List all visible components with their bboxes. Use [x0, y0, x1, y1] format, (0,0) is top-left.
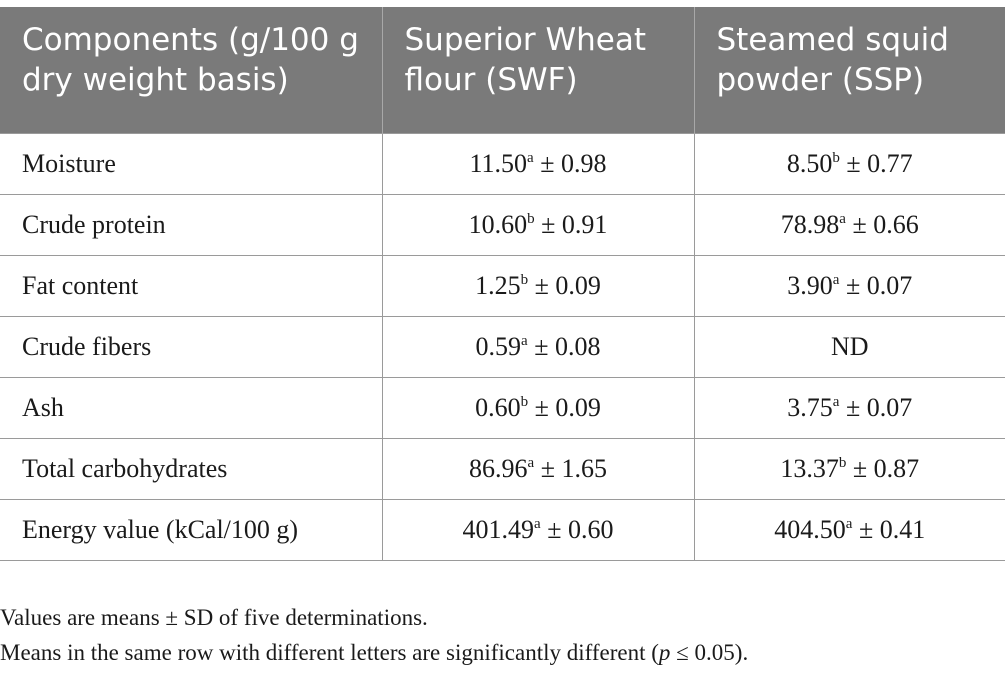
ssp-value: ND	[830, 331, 869, 361]
ssp-significance-letter: b	[838, 454, 847, 471]
ssp-significance-letter: a	[845, 515, 853, 532]
swf-cell: 11.50a ± 0.98	[381, 132, 694, 194]
footnote-means: Values are means ± SD of five determinat…	[0, 605, 428, 630]
swf-sd: ± 0.98	[540, 148, 607, 178]
ssp-sd: ± 0.07	[845, 392, 913, 422]
ssp-cell: 13.37b ± 0.87	[693, 437, 1005, 499]
ssp-value: 3.75	[787, 392, 833, 422]
swf-sd: ± 0.08	[534, 331, 601, 361]
ssp-significance-letter: a	[839, 210, 846, 227]
swf-value: 1.25	[475, 270, 521, 300]
swf-cell: 1.25b ± 0.09	[381, 254, 694, 316]
swf-cell: 10.60b ± 0.91	[381, 193, 694, 255]
table-row: Crude fibers 0.59a ± 0.08 ND	[0, 315, 1005, 377]
swf-cell: 86.96a ± 1.65	[381, 437, 694, 499]
swf-significance-letter: b	[520, 393, 529, 410]
component-cell: Crude protein	[0, 193, 382, 255]
swf-sd: ± 0.91	[541, 209, 608, 239]
ssp-cell: ND	[693, 315, 1005, 377]
table-row: Total carbohydrates 86.96a ± 1.65 13.37b ±…	[0, 437, 1005, 499]
ssp-cell: 3.75a ± 0.07	[693, 376, 1005, 438]
swf-cell: 0.59a ± 0.08	[381, 315, 694, 377]
ssp-cell: 8.50b ± 0.77	[693, 132, 1005, 194]
swf-significance-letter: b	[520, 271, 529, 288]
ssp-cell: 3.90a ± 0.07	[693, 254, 1005, 316]
component-cell: Crude fibers	[0, 315, 382, 377]
ssp-sd: ± 0.07	[845, 270, 913, 300]
table-row: Energy value (kCal/100 g) 401.49a ± 0.60 4…	[0, 498, 1005, 561]
footnote-significance: Means in the same row with different let…	[0, 640, 748, 666]
ssp-value: 8.50	[786, 148, 833, 178]
ssp-significance-letter: a	[832, 271, 840, 288]
component-cell: Moisture	[0, 132, 382, 194]
component-cell: Energy value (kCal/100 g)	[0, 498, 382, 561]
header-components: Components (g/100 g dry weight basis)	[0, 7, 382, 133]
ssp-value: 13.37	[780, 453, 839, 483]
ssp-sd: ± 0.77	[846, 148, 913, 178]
footnote-significance-prefix: Means in the same row with different let…	[0, 640, 659, 665]
swf-value: 0.59	[475, 331, 522, 361]
header-ssp: Steamed squid powder (SSP)	[693, 7, 1005, 133]
swf-value: 401.49	[462, 514, 535, 544]
component-cell: Fat content	[0, 254, 382, 316]
component-cell: Ash	[0, 376, 382, 438]
table-row: Moisture 11.50a ± 0.98 8.50b ± 0.77	[0, 132, 1005, 194]
ssp-sd: ± 0.87	[852, 453, 920, 483]
swf-value: 0.60	[475, 392, 521, 422]
ssp-significance-letter: b	[832, 149, 840, 166]
header-row: Components (g/100 g dry weight basis) Su…	[0, 7, 1005, 133]
swf-significance-letter: a	[527, 454, 535, 471]
ssp-value: 404.50	[774, 514, 846, 544]
composition-table: Components (g/100 g dry weight basis) Su…	[0, 7, 1005, 561]
swf-sd: ± 1.65	[540, 453, 607, 483]
swf-significance-letter: a	[534, 515, 541, 532]
swf-sd: ± 0.09	[534, 270, 601, 300]
table-body: Moisture 11.50a ± 0.98 8.50b ± 0.77 Crude p…	[0, 132, 1005, 561]
ssp-sd: ± 0.41	[858, 514, 926, 544]
swf-sd: ± 0.60	[547, 514, 614, 544]
ssp-value: 78.98	[780, 209, 840, 239]
component-cell: Total carbohydrates	[0, 437, 382, 499]
swf-value: 86.96	[469, 453, 528, 483]
header-swf: Superior Wheat flour (SWF)	[381, 7, 694, 133]
swf-cell: 0.60b ± 0.09	[381, 376, 694, 438]
swf-cell: 401.49a ± 0.60	[381, 498, 694, 561]
ssp-value: 3.90	[787, 270, 833, 300]
footnote-p-symbol: p	[658, 640, 671, 665]
ssp-cell: 78.98a ± 0.66	[693, 193, 1005, 255]
ssp-significance-letter: a	[832, 393, 840, 410]
ssp-cell: 404.50a ± 0.41	[693, 498, 1005, 561]
swf-significance-letter: a	[521, 332, 528, 349]
table-row: Ash 0.60b ± 0.09 3.75a ± 0.07	[0, 376, 1005, 438]
swf-sd: ± 0.09	[534, 392, 601, 422]
table-row: Crude protein 10.60b ± 0.91 78.98a ± 0.66	[0, 193, 1005, 255]
ssp-sd: ± 0.66	[852, 209, 919, 239]
swf-value: 10.60	[468, 209, 528, 239]
footnote-significance-suffix: ≤ 0.05).	[670, 640, 749, 665]
swf-significance-letter: b	[527, 210, 535, 227]
swf-significance-letter: a	[527, 149, 534, 166]
table-row: Fat content 1.25b ± 0.09 3.90a ± 0.07	[0, 254, 1005, 316]
swf-value: 11.50	[469, 148, 528, 178]
